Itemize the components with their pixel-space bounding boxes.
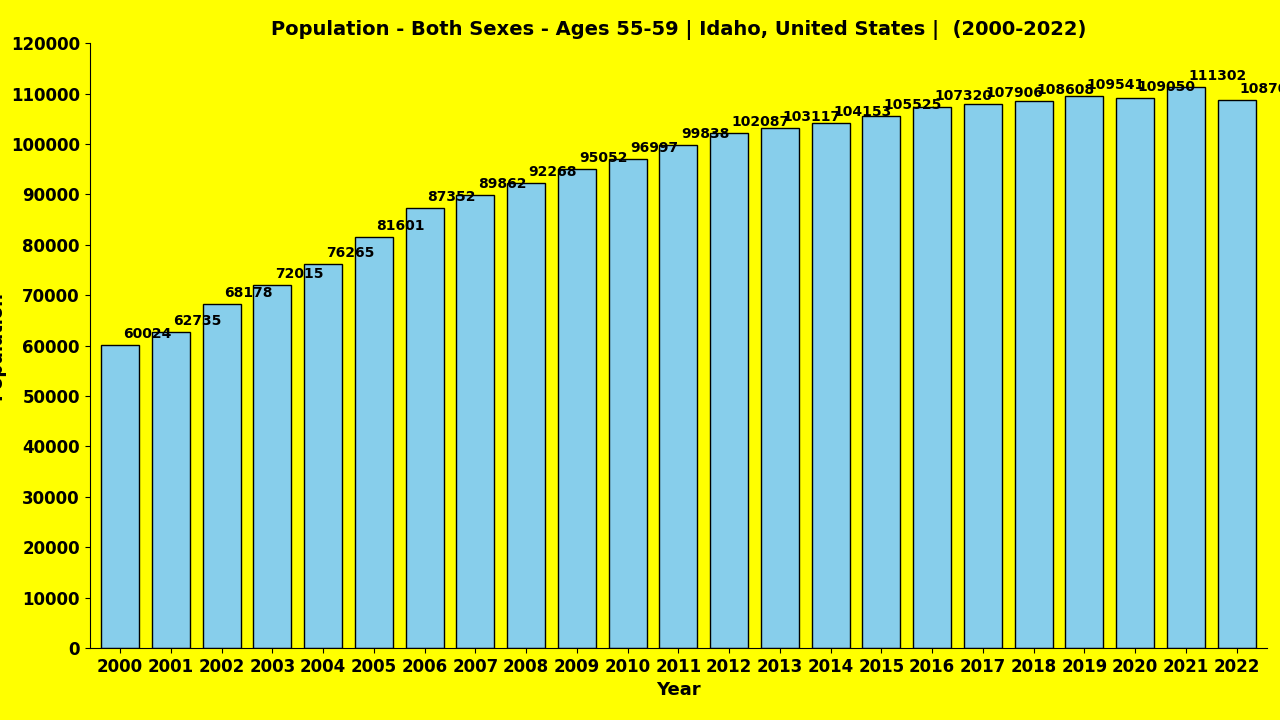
Text: 81601: 81601: [376, 219, 425, 233]
Text: 107320: 107320: [934, 89, 993, 103]
X-axis label: Year: Year: [657, 681, 700, 699]
Bar: [1217, 100, 1256, 648]
Bar: [1015, 101, 1052, 648]
Text: 96997: 96997: [630, 141, 678, 155]
Text: 72015: 72015: [275, 267, 324, 281]
Title: Population - Both Sexes - Ages 55-59 | Idaho, United States |  (2000-2022): Population - Both Sexes - Ages 55-59 | I…: [270, 20, 1087, 40]
Bar: [457, 195, 494, 648]
Text: 104153: 104153: [833, 105, 891, 119]
Bar: [659, 145, 698, 648]
Bar: [863, 116, 900, 648]
Bar: [253, 285, 292, 648]
Text: 107906: 107906: [986, 86, 1043, 100]
Bar: [1065, 96, 1103, 648]
Text: 68178: 68178: [224, 287, 273, 300]
Text: 111302: 111302: [1188, 69, 1247, 83]
Bar: [101, 346, 140, 648]
Text: 76265: 76265: [325, 246, 374, 260]
Text: 108700: 108700: [1239, 82, 1280, 96]
Text: 95052: 95052: [580, 151, 628, 165]
Bar: [913, 107, 951, 648]
Bar: [710, 133, 749, 648]
Text: 89862: 89862: [477, 177, 526, 191]
Text: 109541: 109541: [1087, 78, 1146, 92]
Bar: [812, 123, 850, 648]
Bar: [355, 237, 393, 648]
Text: 60024: 60024: [123, 328, 172, 341]
Text: 102087: 102087: [732, 115, 790, 130]
Bar: [760, 128, 799, 648]
Bar: [558, 169, 596, 648]
Text: 99838: 99838: [681, 127, 730, 141]
Text: 87352: 87352: [428, 189, 476, 204]
Bar: [305, 264, 342, 648]
Text: 62735: 62735: [174, 314, 221, 328]
Bar: [152, 332, 189, 648]
Text: 109050: 109050: [1138, 81, 1196, 94]
Text: 105525: 105525: [884, 98, 942, 112]
Bar: [202, 305, 241, 648]
Y-axis label: Population: Population: [0, 291, 5, 400]
Text: 103117: 103117: [782, 110, 841, 125]
Bar: [608, 159, 646, 648]
Bar: [507, 183, 545, 648]
Text: 92268: 92268: [529, 165, 577, 179]
Text: 108608: 108608: [1037, 83, 1094, 96]
Bar: [1116, 99, 1155, 648]
Bar: [406, 208, 444, 648]
Bar: [1167, 87, 1204, 648]
Bar: [964, 104, 1002, 648]
